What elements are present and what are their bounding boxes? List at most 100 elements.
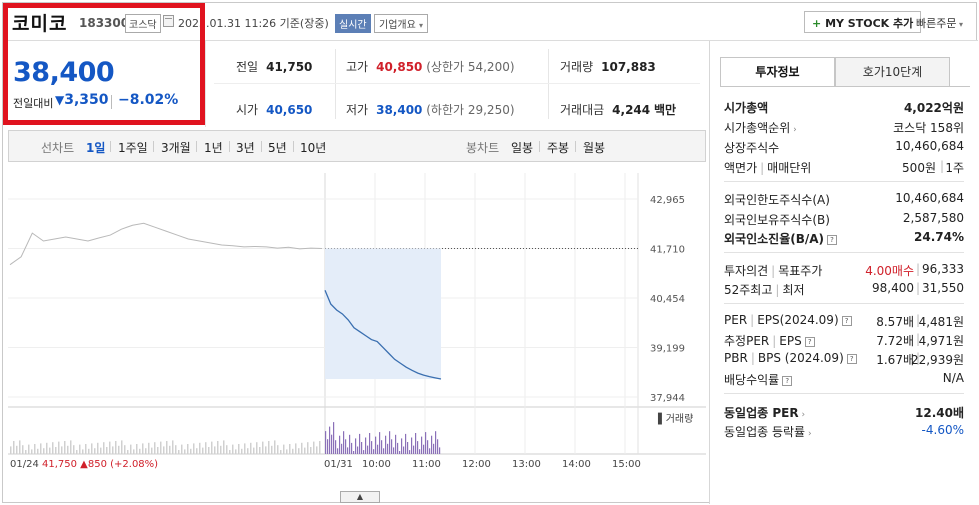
x-tick-label: 10:00 <box>362 459 391 470</box>
volume-bar <box>333 422 335 454</box>
divider <box>539 141 540 152</box>
par-value-value: 500원 <box>902 161 936 175</box>
help-icon[interactable]: ? <box>804 336 815 347</box>
foreign-ratio-row: 외국인소진율(B/A)? 24.74% <box>724 230 964 247</box>
est-per-value: 7.72배 <box>876 334 914 348</box>
foreign-holding-value: 2,587,580 <box>902 211 964 225</box>
volume-bar <box>395 434 397 454</box>
intraday-price-chart[interactable]: 42,965 41,710 40,454 39,199 37,944 ▌거래량 01/31 1… <box>8 163 706 488</box>
industry-per-row[interactable]: 동일업종 PER › 12.40배 <box>724 404 964 421</box>
tab-weekly[interactable]: 주봉 <box>547 141 570 155</box>
dividend-value: N/A <box>942 371 964 385</box>
industry-per-label: 동일업종 PER <box>724 406 799 420</box>
volume-bar <box>52 442 54 454</box>
quick-order-button[interactable]: 빠른주문 ▾ <box>916 15 963 31</box>
volume-bar <box>274 440 276 454</box>
tab-3m[interactable]: 3개월 <box>161 141 191 155</box>
volume-bar <box>262 441 264 454</box>
today-price-line <box>324 290 442 380</box>
amount-value: 4,244 <box>612 103 651 117</box>
volume-bar <box>28 444 30 454</box>
volume-bar <box>40 443 42 454</box>
industry-change-label: 동일업종 등락률 <box>724 425 806 439</box>
volume-bar <box>130 444 132 454</box>
52week-low-value: 31,550 <box>922 281 964 295</box>
dividend-label: 배당수익률 <box>724 373 780 387</box>
market-cap-rank-row[interactable]: 시가총액순위 › 코스닥 158위 <box>724 119 964 136</box>
opinion-label: 투자의견 <box>724 264 769 278</box>
volume-bar <box>100 447 102 454</box>
chevron-right-icon: › <box>798 410 806 420</box>
est-eps-value: 4,971원 <box>918 334 964 348</box>
divider: | <box>775 283 780 297</box>
volume-bar <box>298 448 300 454</box>
volume-bar <box>187 444 189 454</box>
tab-5y[interactable]: 5년 <box>268 141 287 155</box>
volume-bar <box>82 449 84 454</box>
tab-daily[interactable]: 일봉 <box>511 141 534 155</box>
help-icon[interactable]: ? <box>827 234 838 245</box>
divider: | <box>915 351 920 365</box>
expand-chart-button[interactable]: ▲ <box>340 491 380 503</box>
volume-legend: ▌거래량 <box>657 412 693 425</box>
help-icon[interactable]: ? <box>841 315 852 326</box>
volume-bar <box>377 444 379 454</box>
tab-order-book[interactable]: 호가10단계 <box>835 57 950 87</box>
trade-unit-value: 1주 <box>945 161 964 175</box>
tab-1y[interactable]: 1년 <box>204 141 223 155</box>
volume-bar <box>163 446 165 454</box>
volume-bar <box>381 440 383 454</box>
volume-bar <box>37 448 39 454</box>
volume-bar <box>61 446 63 454</box>
my-stock-add-button[interactable]: + MY STOCK 추가 <box>804 11 922 33</box>
divider: | <box>915 281 920 295</box>
industry-change-row[interactable]: 동일업종 등락률 › -4.60% <box>724 423 964 440</box>
chart-period-tabs: 선차트 1일 1주일 3개월 1년 3년 5년 10년 봉차트 일봉 주봉 월봉 <box>8 130 706 162</box>
volume-bar <box>271 445 273 454</box>
divider <box>111 95 112 109</box>
tab-investment-info[interactable]: 투자정보 <box>720 57 835 87</box>
divider: | <box>915 313 920 327</box>
tab-1w[interactable]: 1주일 <box>118 141 148 155</box>
volume-bar <box>253 447 255 454</box>
market-cap-rank-value: 코스닥 158위 <box>893 121 964 135</box>
volume-bar <box>265 446 267 454</box>
volume-bar <box>112 446 114 454</box>
stock-name[interactable]: 코미코 <box>12 13 68 35</box>
volume-bar <box>307 442 309 454</box>
volume-bar <box>55 447 57 454</box>
volume-bar <box>10 446 12 454</box>
volume-bar <box>19 440 21 454</box>
corp-info-button[interactable]: 기업개요 ▾ <box>374 14 429 33</box>
tab-monthly[interactable]: 월봉 <box>583 141 606 155</box>
volume-bar <box>25 450 27 454</box>
x-tick-label: 11:00 <box>412 459 441 470</box>
volume-bar <box>339 435 341 454</box>
volume-bar <box>335 440 337 454</box>
volume-bar <box>353 451 355 454</box>
realtime-badge[interactable]: 실시간 <box>335 14 371 33</box>
market-cap-label: 시가총액 <box>724 101 769 115</box>
chevron-down-icon: ▾ <box>956 20 964 29</box>
divider <box>110 141 111 152</box>
tab-10y[interactable]: 10년 <box>300 141 327 155</box>
tab-3y[interactable]: 3년 <box>236 141 255 155</box>
volume-bar <box>292 448 294 454</box>
volume-bar <box>389 431 391 454</box>
help-icon[interactable]: ? <box>782 375 793 386</box>
volume-bar <box>403 446 405 454</box>
volume-bar <box>361 442 363 454</box>
volume-bar <box>241 448 243 454</box>
volume-bar <box>283 444 285 454</box>
tab-1d[interactable]: 1일 <box>86 141 106 155</box>
volume-bar <box>76 450 78 454</box>
foreign-holding-row: 외국인보유주식수(B) 2,587,580 <box>724 211 964 228</box>
help-icon[interactable]: ? <box>846 353 857 364</box>
low-value: 38,400 <box>376 103 423 117</box>
est-per-label: 추정PER <box>724 334 770 348</box>
y-tick-label: 41,710 <box>650 245 685 256</box>
chevron-right-icon: › <box>805 429 812 439</box>
volume-bar <box>190 448 192 454</box>
trade-unit-label: 매매단위 <box>767 161 812 175</box>
volume-bar <box>316 446 318 454</box>
